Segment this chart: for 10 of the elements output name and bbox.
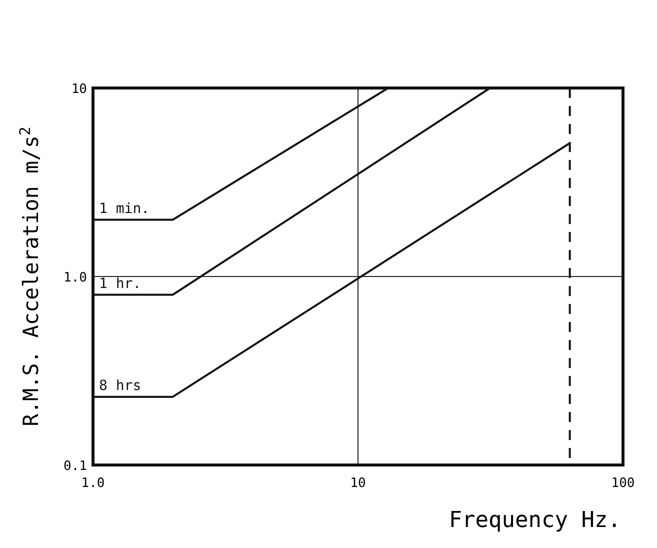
series-label: 1 hr. (99, 276, 142, 292)
y-tick-label: 0.1 (64, 459, 87, 474)
x-tick-label: 10 (350, 476, 366, 491)
y-tick-label: 1.0 (64, 270, 87, 286)
x-axis-title: Frequency Hz. (448, 508, 621, 533)
y-tick-label: 10 (71, 82, 87, 97)
series-label: 8 hrs (99, 378, 142, 394)
series-label: 1 min. (99, 200, 150, 217)
x-tick-label: 1.0 (81, 476, 105, 491)
x-tick-label: 100 (611, 476, 635, 491)
